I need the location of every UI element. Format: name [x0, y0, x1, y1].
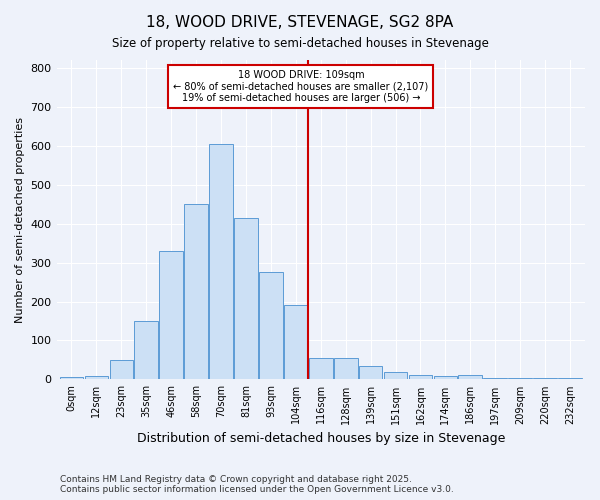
Bar — [409, 375, 433, 380]
Bar — [234, 218, 258, 380]
Bar — [134, 321, 158, 380]
Bar — [184, 204, 208, 380]
Text: 18, WOOD DRIVE, STEVENAGE, SG2 8PA: 18, WOOD DRIVE, STEVENAGE, SG2 8PA — [146, 15, 454, 30]
Bar — [259, 272, 283, 380]
Bar — [160, 251, 183, 380]
Bar — [110, 360, 133, 380]
Bar — [434, 376, 457, 380]
Bar — [284, 306, 308, 380]
Bar — [85, 376, 108, 380]
Bar — [334, 358, 358, 380]
Text: 18 WOOD DRIVE: 109sqm
← 80% of semi-detached houses are smaller (2,107)
19% of s: 18 WOOD DRIVE: 109sqm ← 80% of semi-deta… — [173, 70, 428, 103]
Y-axis label: Number of semi-detached properties: Number of semi-detached properties — [15, 116, 25, 322]
Bar — [558, 378, 582, 380]
Bar — [384, 372, 407, 380]
Bar — [484, 378, 507, 380]
Bar — [209, 144, 233, 380]
Bar — [359, 366, 382, 380]
Bar — [533, 378, 557, 380]
Bar — [508, 378, 532, 380]
Text: Contains HM Land Registry data © Crown copyright and database right 2025.
Contai: Contains HM Land Registry data © Crown c… — [60, 475, 454, 494]
Text: Size of property relative to semi-detached houses in Stevenage: Size of property relative to semi-detach… — [112, 38, 488, 51]
Bar — [309, 358, 332, 380]
X-axis label: Distribution of semi-detached houses by size in Stevenage: Distribution of semi-detached houses by … — [137, 432, 505, 445]
Bar — [59, 378, 83, 380]
Bar — [458, 375, 482, 380]
